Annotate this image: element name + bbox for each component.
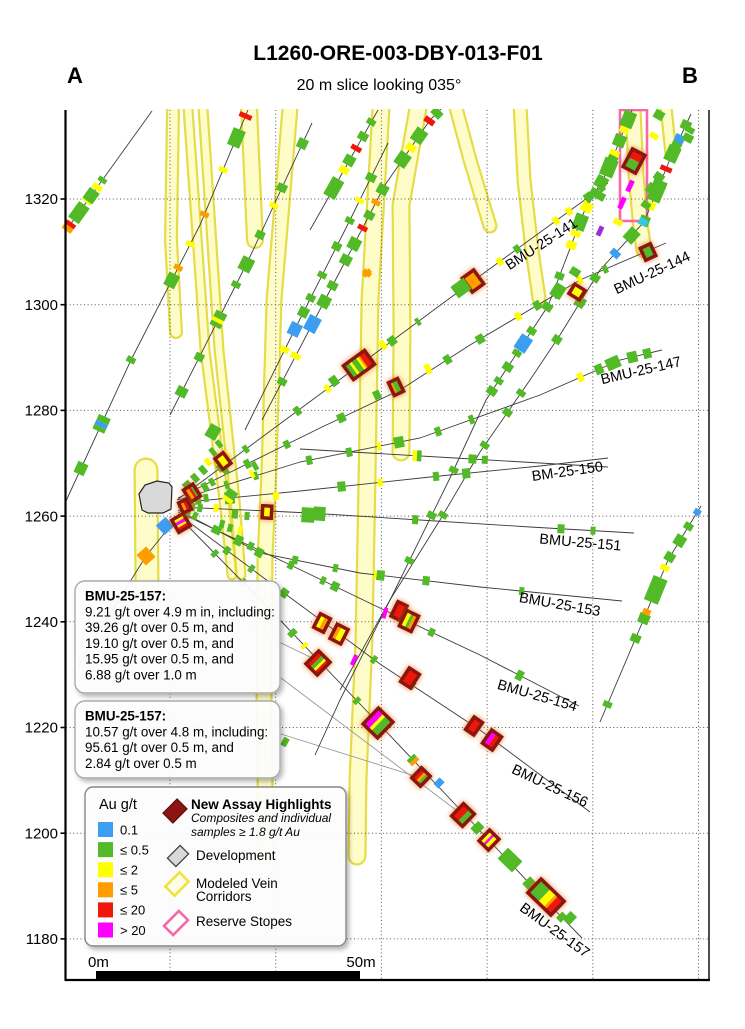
svg-text:1240: 1240	[25, 614, 58, 631]
svg-text:1280: 1280	[25, 403, 58, 420]
svg-text:Development: Development	[196, 848, 276, 863]
svg-text:Composites and individual: Composites and individual	[191, 811, 331, 825]
svg-text:1200: 1200	[25, 825, 58, 842]
svg-text:50m: 50m	[346, 954, 375, 971]
svg-text:10.57 g/t over 4.8 m, includin: 10.57 g/t over 4.8 m, including:	[85, 724, 268, 739]
svg-text:6.88 g/t over 1.0 m: 6.88 g/t over 1.0 m	[85, 668, 197, 683]
svg-text:New Assay Highlights: New Assay Highlights	[191, 797, 332, 812]
svg-text:Au g/t: Au g/t	[99, 797, 137, 813]
svg-text:1300: 1300	[25, 297, 58, 314]
svg-text:0.1: 0.1	[120, 822, 138, 837]
svg-text:95.61 g/t over 0.5 m, and: 95.61 g/t over 0.5 m, and	[85, 740, 234, 755]
svg-text:0m: 0m	[88, 954, 109, 971]
svg-text:≤ 20: ≤ 20	[120, 903, 145, 918]
svg-text:Modeled Vein: Modeled Vein	[196, 876, 278, 891]
svg-text:1180: 1180	[26, 931, 58, 948]
svg-text:1260: 1260	[25, 508, 58, 525]
svg-text:19.10 g/t over 0.5 m, and: 19.10 g/t over 0.5 m, and	[85, 636, 234, 651]
svg-text:samples ≥ 1.8 g/t Au: samples ≥ 1.8 g/t Au	[191, 825, 300, 839]
svg-text:20 m slice looking 035°: 20 m slice looking 035°	[297, 77, 462, 94]
svg-text:BMU-25-157:: BMU-25-157:	[85, 709, 166, 724]
svg-text:2.84 g/t over 0.5 m: 2.84 g/t over 0.5 m	[85, 756, 197, 771]
svg-text:A: A	[67, 63, 83, 88]
svg-text:≤ 2: ≤ 2	[120, 863, 138, 878]
svg-text:1320: 1320	[25, 191, 58, 208]
svg-text:BMU-25-157:: BMU-25-157:	[85, 589, 166, 604]
svg-text:B: B	[682, 63, 698, 88]
svg-text:≤ 0.5: ≤ 0.5	[120, 842, 149, 857]
svg-text:Corridors: Corridors	[196, 889, 252, 904]
svg-text:BMU-25-151: BMU-25-151	[539, 531, 622, 554]
svg-text:9.21 g/t over 4.9 m in, includ: 9.21 g/t over 4.9 m in, including:	[85, 604, 275, 619]
svg-text:15.95 g/t over 0.5 m, and: 15.95 g/t over 0.5 m, and	[85, 652, 234, 667]
svg-text:Reserve Stopes: Reserve Stopes	[196, 914, 292, 929]
svg-text:1220: 1220	[25, 720, 58, 737]
svg-text:> 20: > 20	[120, 923, 146, 938]
svg-text:39.26 g/t over 0.5 m, and: 39.26 g/t over 0.5 m, and	[85, 620, 234, 635]
svg-text:L1260-ORE-003-DBY-013-F01: L1260-ORE-003-DBY-013-F01	[253, 42, 543, 65]
svg-text:≤ 5: ≤ 5	[120, 883, 138, 898]
